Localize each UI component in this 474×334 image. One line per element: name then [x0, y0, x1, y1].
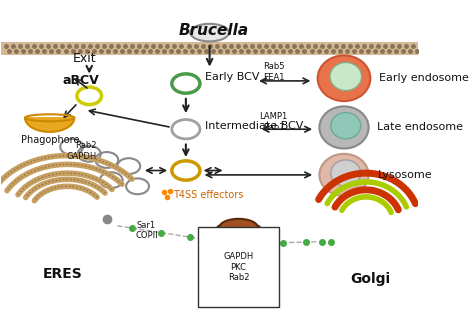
Text: Early endosome: Early endosome	[379, 73, 469, 83]
Text: Late endosome: Late endosome	[377, 123, 464, 133]
Text: Lysosome: Lysosome	[377, 170, 432, 180]
Text: Golgi: Golgi	[350, 272, 391, 286]
Ellipse shape	[319, 154, 369, 196]
Ellipse shape	[331, 160, 361, 186]
Ellipse shape	[219, 250, 258, 268]
Text: Rab2
GAPDH: Rab2 GAPDH	[66, 142, 96, 161]
Ellipse shape	[330, 62, 362, 91]
FancyBboxPatch shape	[218, 226, 260, 261]
Polygon shape	[25, 118, 74, 132]
Text: Rab5
EEA1: Rab5 EEA1	[263, 62, 284, 82]
Text: VTCs: VTCs	[219, 263, 258, 277]
Text: Exit: Exit	[73, 52, 97, 65]
Text: Intermediate BCV: Intermediate BCV	[205, 121, 303, 131]
Ellipse shape	[331, 113, 361, 139]
Text: Phagophore: Phagophore	[20, 135, 79, 145]
Text: T4SS effectors: T4SS effectors	[173, 190, 243, 200]
Ellipse shape	[219, 219, 258, 236]
Text: Early BCV: Early BCV	[205, 71, 260, 81]
FancyBboxPatch shape	[1, 42, 418, 54]
Text: Sar1
COPII: Sar1 COPII	[135, 220, 158, 240]
Text: aBCV: aBCV	[62, 73, 99, 87]
Ellipse shape	[319, 107, 369, 149]
Text: Brucella: Brucella	[179, 23, 249, 38]
Ellipse shape	[318, 55, 370, 101]
Text: ERES: ERES	[43, 267, 83, 281]
Ellipse shape	[190, 24, 229, 41]
Text: GAPDH
PKC
Rab2: GAPDH PKC Rab2	[223, 252, 254, 282]
Text: LAMP1
Rab7: LAMP1 Rab7	[260, 113, 288, 132]
